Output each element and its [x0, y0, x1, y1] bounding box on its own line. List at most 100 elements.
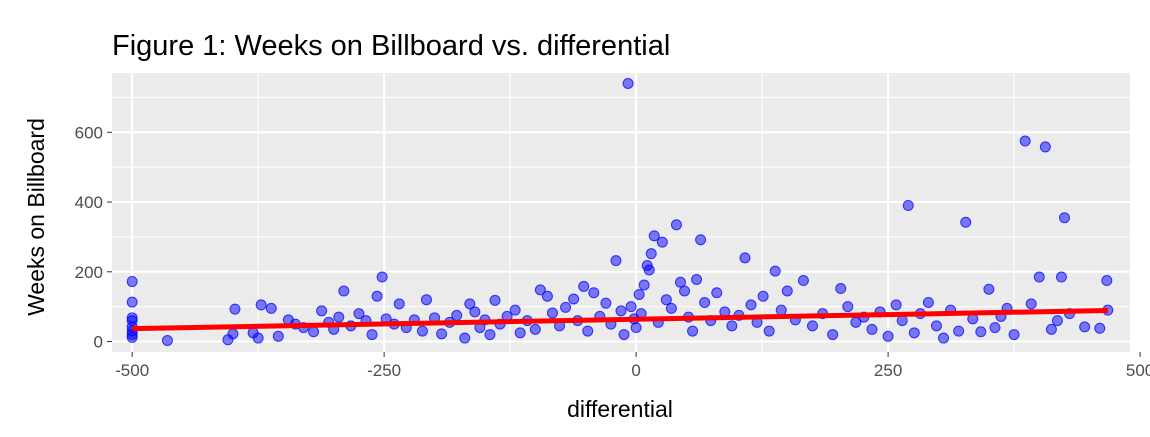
data-point: [610, 255, 622, 267]
data-point: [416, 325, 428, 337]
data-point: [600, 297, 612, 309]
data-point: [588, 287, 600, 299]
data-point: [161, 334, 173, 346]
data-point: [227, 328, 239, 340]
data-point: [436, 328, 448, 340]
data-point: [366, 329, 378, 341]
data-point: [989, 322, 1001, 334]
data-point: [622, 77, 634, 89]
data-point: [529, 323, 541, 335]
data-point: [615, 305, 627, 317]
data-point: [866, 323, 878, 335]
x-axis-title: differential: [567, 396, 673, 422]
data-point: [393, 298, 405, 310]
data-point: [630, 322, 642, 334]
data-point: [252, 332, 264, 344]
data-point: [420, 294, 432, 306]
data-point: [459, 332, 471, 344]
data-point: [711, 287, 723, 299]
data-point: [451, 309, 463, 321]
data-point: [902, 200, 914, 212]
data-point: [922, 296, 934, 308]
data-point: [1051, 315, 1063, 327]
data-point: [882, 330, 894, 342]
data-point: [560, 301, 572, 313]
data-point: [938, 332, 950, 344]
data-point: [1055, 271, 1067, 283]
data-point: [126, 276, 138, 288]
data-point: [827, 329, 839, 341]
x-tick-label: 0: [631, 361, 640, 380]
data-point: [695, 234, 707, 246]
data-point: [781, 285, 793, 297]
data-point: [534, 284, 546, 296]
data-point: [1025, 298, 1037, 310]
data-point: [582, 325, 594, 337]
data-point: [687, 325, 699, 337]
data-point: [514, 327, 526, 339]
x-tick-label: -250: [367, 361, 401, 380]
data-point: [643, 264, 655, 276]
data-point: [308, 326, 320, 338]
data-point: [618, 329, 630, 341]
data-point: [353, 308, 365, 320]
data-point: [1033, 271, 1045, 283]
data-point: [469, 306, 481, 318]
data-point: [338, 285, 350, 297]
data-point: [665, 302, 677, 314]
chart-title: Figure 1: Weeks on Billboard vs. differe…: [112, 30, 670, 62]
y-tick-label: 600: [75, 123, 103, 142]
data-point: [691, 273, 703, 285]
data-point: [578, 280, 590, 292]
x-tick-label: 250: [874, 361, 902, 380]
data-point: [670, 219, 682, 231]
data-point: [1019, 135, 1031, 147]
data-point: [757, 290, 769, 302]
y-tick-label: 0: [94, 333, 103, 352]
data-point: [1058, 212, 1070, 224]
data-point: [541, 290, 553, 302]
y-axis-title: Weeks on Billboard: [23, 118, 49, 316]
data-point: [316, 305, 328, 317]
data-point: [763, 325, 775, 337]
data-point: [975, 326, 987, 338]
trend-line-group: [132, 307, 1108, 332]
data-point: [1079, 321, 1091, 333]
data-point: [835, 283, 847, 295]
data-point: [930, 320, 942, 332]
data-point: [896, 315, 908, 327]
data-point: [272, 330, 284, 342]
data-point: [960, 216, 972, 228]
y-tick-label: 400: [75, 193, 103, 212]
data-point: [656, 236, 668, 248]
x-tick-label: -500: [115, 361, 149, 380]
data-point: [229, 303, 241, 315]
data-point: [1045, 323, 1057, 335]
data-point: [126, 331, 138, 343]
data-point: [1039, 141, 1051, 153]
data-point: [745, 299, 757, 311]
data-point: [739, 252, 751, 264]
data-point: [509, 304, 521, 316]
data-point: [890, 299, 902, 311]
data-point: [638, 279, 650, 291]
data-point: [371, 290, 383, 302]
data-point: [484, 329, 496, 341]
trend-line: [132, 307, 1108, 332]
data-point: [953, 325, 965, 337]
data-point: [333, 311, 345, 323]
data-point: [645, 248, 657, 260]
data-point: [568, 293, 580, 305]
data-point: [1008, 329, 1020, 341]
data-point: [546, 307, 558, 319]
data-point: [376, 271, 388, 283]
y-axis-ticks: 0 200 400 600: [75, 123, 112, 352]
data-point: [726, 320, 738, 332]
x-tick-label: 500: [1126, 361, 1150, 380]
x-axis-ticks: -500 -250 0 250 500: [115, 352, 1150, 380]
data-point: [1094, 322, 1106, 334]
data-point: [126, 296, 138, 308]
data-point: [660, 294, 672, 306]
data-point: [769, 265, 781, 277]
